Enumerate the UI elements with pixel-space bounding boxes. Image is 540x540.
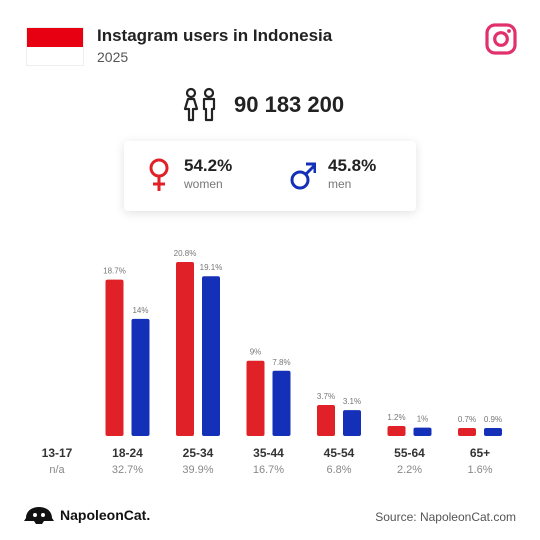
data-label-women-35-44: 9% — [250, 348, 262, 357]
bar-men-18-24 — [131, 318, 150, 436]
bar-men-35-44 — [272, 370, 291, 436]
data-label-women-25-34: 20.8% — [174, 249, 197, 258]
data-label-women-55-64: 1.2% — [387, 413, 405, 422]
page-title: Instagram users in Indonesia — [97, 26, 333, 45]
napoleoncat-logo: NapoleonCat. — [24, 504, 150, 526]
data-label-men-25-34: 19.1% — [200, 263, 223, 272]
instagram-icon — [485, 23, 517, 55]
bar-women-35-44 — [246, 360, 265, 436]
bar-men-25-34 — [202, 276, 220, 436]
category-total-18-24: 32.7% — [112, 464, 143, 476]
women-label: women — [184, 177, 223, 191]
data-label-men-35-44: 7.8% — [272, 358, 290, 367]
category-total-13-17: n/a — [49, 464, 65, 476]
category-total-25-34: 39.9% — [182, 464, 213, 476]
napoleoncat-logo-icon — [24, 507, 54, 524]
category-total-55-64: 2.2% — [397, 464, 422, 476]
bar-women-45-54 — [317, 405, 335, 436]
category-total-45-54: 6.8% — [326, 464, 351, 476]
data-label-women-65+: 0.7% — [458, 415, 476, 424]
male-symbol-icon — [290, 162, 316, 190]
data-label-women-18-24: 18.7% — [103, 267, 126, 276]
category-label-35-44: 35-44 — [253, 446, 284, 460]
category-label-25-34: 25-34 — [183, 446, 214, 460]
data-label-men-55-64: 1% — [417, 415, 429, 424]
men-percentage: 45.8% — [328, 156, 377, 175]
total-users: 90 183 200 — [180, 87, 344, 123]
category-label-55-64: 55-64 — [394, 446, 425, 460]
data-label-men-18-24: 14% — [132, 306, 148, 315]
bar-women-55-64 — [387, 425, 406, 436]
women-share: 54.2% women — [146, 156, 232, 192]
bar-men-65+ — [484, 428, 502, 436]
page-year: 2025 — [97, 49, 129, 65]
category-label-13-17: 13-17 — [42, 446, 73, 460]
category-label-45-54: 45-54 — [324, 446, 355, 460]
female-symbol-icon — [149, 158, 169, 191]
data-label-women-45-54: 3.7% — [317, 392, 335, 401]
men-label: men — [328, 177, 352, 191]
category-total-35-44: 16.7% — [253, 464, 284, 476]
bar-women-18-24 — [105, 279, 124, 436]
indonesia-flag-icon — [26, 27, 84, 66]
age-gender-bar-chart: 13-17 n/a 18.7% 14% 18-24 32.7% 20.8%19.1% 25-3… — [42, 249, 502, 476]
total-users-value: 90 183 200 — [234, 92, 345, 117]
gender-split-card: 54.2% women 45.8% men — [124, 141, 416, 211]
data-label-men-65+: 0.9% — [484, 415, 502, 424]
bar-women-65+ — [458, 428, 476, 436]
source-note: Source: NapoleonCat.com — [375, 510, 516, 524]
bar-men-55-64 — [413, 427, 432, 436]
users-icon — [183, 87, 216, 122]
category-total-65+: 1.6% — [467, 464, 492, 476]
men-share: 45.8% men — [290, 156, 376, 192]
flag-red-stripe — [27, 28, 83, 47]
bar-women-25-34 — [176, 262, 194, 436]
brand-name: NapoleonCat. — [60, 507, 151, 523]
bar-men-45-54 — [343, 410, 361, 436]
data-label-men-45-54: 3.1% — [343, 397, 361, 406]
category-label-65+: 65+ — [470, 446, 490, 460]
women-percentage: 54.2% — [184, 156, 233, 175]
flag-white-stripe — [27, 46, 83, 65]
category-label-18-24: 18-24 — [112, 446, 143, 460]
